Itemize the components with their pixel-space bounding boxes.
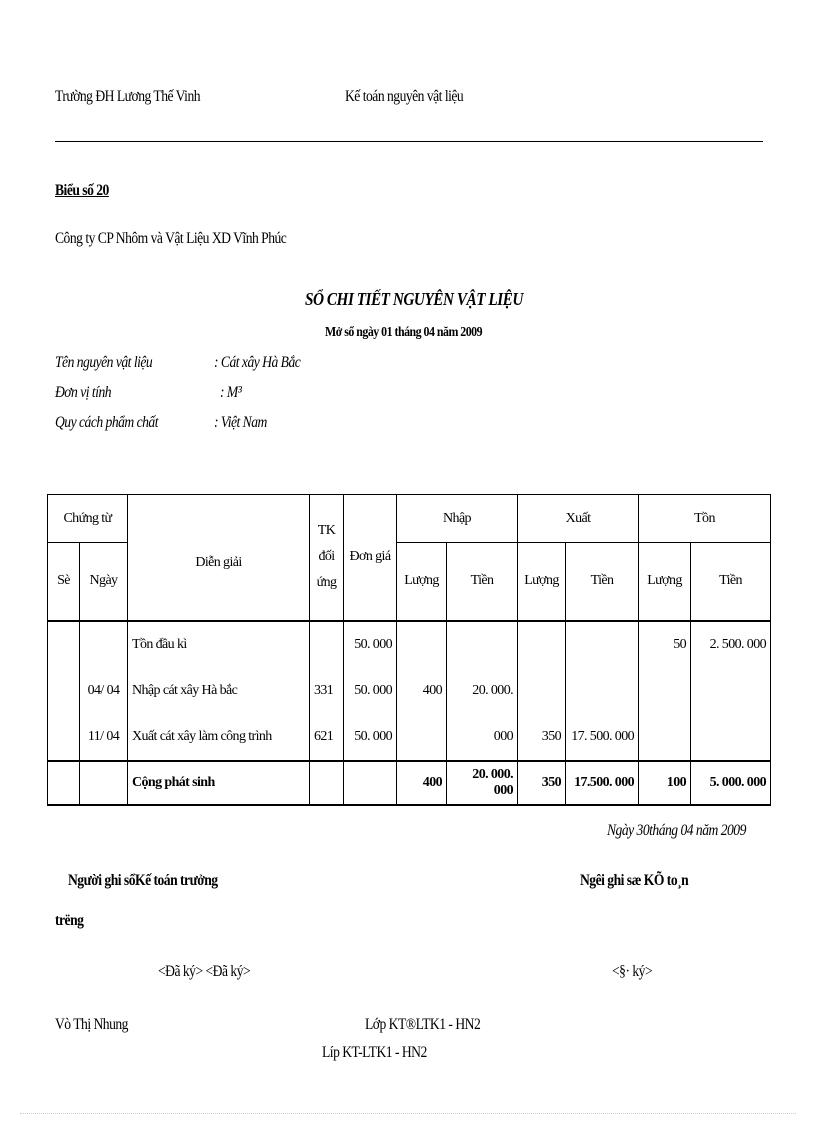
header-nhap-luong: Lượng: [396, 542, 447, 622]
cell: Tồn đầu kì: [132, 636, 187, 652]
col-ngay: 04/ 04 11/ 04: [79, 619, 128, 762]
info-value: : Việt Nam: [214, 414, 267, 431]
header-so: Sè: [47, 542, 80, 622]
info-label: Tên nguyên vật liệu: [55, 354, 153, 371]
form-number: Biểu số 20: [55, 182, 109, 199]
col-xuat-luong: 350: [517, 619, 566, 762]
header-chung-tu: Chứng từ: [47, 494, 128, 543]
header-nhap: Nhập: [396, 494, 518, 543]
cell: 400: [422, 682, 443, 698]
cell: 11/ 04: [87, 728, 120, 744]
cell: [79, 760, 128, 806]
header-ngay: Ngày: [79, 542, 128, 622]
col-ton-tien: 2. 500. 000: [690, 619, 771, 762]
cell: 621: [314, 728, 334, 744]
cell: Xuất cát xây làm công trình: [132, 728, 272, 744]
total-ton-tien: 5. 000. 000: [690, 760, 771, 806]
header-tk-doi-ung: TK đối ứng: [309, 494, 344, 622]
total-label: Cộng phát sinh: [127, 760, 310, 806]
total-row: Cộng phát sinh 400 20. 000. 000 350 17.5…: [47, 760, 771, 806]
class-label-alt: Líp KT-LTK1 - HN2: [322, 1044, 427, 1061]
cell: 50: [673, 636, 686, 652]
cell: 17. 500. 000: [571, 728, 634, 744]
info-value: : M³: [220, 384, 242, 401]
cell: 04/ 04: [87, 682, 120, 698]
col-nhap-luong: 400: [396, 619, 447, 762]
col-xuat-tien: 17. 500. 000: [565, 619, 639, 762]
info-label: Đơn vị tính: [55, 384, 112, 401]
header-text: TK: [317, 523, 336, 539]
signer-titles-left-cont: trëng: [55, 912, 84, 929]
cell: [47, 760, 80, 806]
total-nhap-luong: 400: [396, 760, 447, 806]
signed-right: <§· ký>: [612, 963, 653, 980]
cell: [309, 760, 344, 806]
signer-titles-left: Người ghi sổKế toán trưởng: [68, 872, 218, 889]
subject-name: Kế toán nguyên vật liệu: [345, 88, 464, 105]
col-tk: 331 621: [309, 619, 344, 762]
total-xuat-tien: 17.500. 000: [565, 760, 639, 806]
col-nhap-tien: 20. 000. 000: [446, 619, 518, 762]
page-bottom-border: [20, 1113, 796, 1114]
header-ton: Tồn: [638, 494, 771, 543]
class-label: Lớp KT®LTK1 - HN2: [365, 1016, 481, 1033]
header-ton-luong: Lượng: [638, 542, 691, 622]
page-title: SỔ CHI TIẾT NGUYÊN VẬT LIỆU: [305, 289, 523, 309]
info-value: : Cát xây Hà Bắc: [214, 354, 301, 371]
header-xuat-tien: Tiền: [565, 542, 639, 622]
signer-titles-right: Ngêi ghi sæ KÕ to¸n: [580, 872, 689, 889]
header-xuat-luong: Lượng: [517, 542, 566, 622]
header-don-gia: Đơn giá: [343, 494, 397, 622]
cell: 20. 000. 000: [472, 682, 513, 744]
header-nhap-tien: Tiền: [446, 542, 518, 622]
header-divider: [55, 141, 763, 142]
col-don-gia: 50. 000 50. 000 50. 000: [343, 619, 397, 762]
cell: 50. 000: [354, 636, 392, 652]
total-xuat-luong: 350: [517, 760, 566, 806]
header-xuat: Xuất: [517, 494, 639, 543]
cell: 2. 500. 000: [709, 636, 767, 652]
cell: 50. 000: [354, 682, 392, 698]
header-text: ứng: [316, 575, 337, 591]
page-subtitle: Mở sổ ngày 01 tháng 04 năm 2009: [325, 325, 483, 340]
col-ton-luong: 50: [638, 619, 691, 762]
material-ledger-table: Chứng từ Diễn giải TK đối ứng Đơn giá Nhập…: [47, 494, 771, 806]
table-body-rows: 04/ 04 11/ 04 Tồn đầu kì Nhập cát xây Hà b…: [47, 619, 771, 762]
cell: 50. 000: [354, 728, 392, 744]
signed-left: <Đã ký> <Đã ký>: [158, 963, 251, 980]
company-name: Công ty CP Nhôm và Vật Liệu XD Vĩnh Phúc: [55, 230, 287, 247]
cell: 331: [314, 682, 334, 698]
header-text: đối: [318, 549, 335, 565]
cell: 350: [541, 728, 562, 744]
header-ton-tien: Tiền: [690, 542, 771, 622]
cell: [343, 760, 397, 806]
info-label: Quy cách phẩm chất: [55, 414, 159, 431]
header-dien-giai: Diễn giải: [127, 494, 310, 622]
total-ton-luong: 100: [638, 760, 691, 806]
date-line: Ngày 30tháng 04 năm 2009: [607, 822, 746, 839]
school-name: Trường ĐH Lương Thế Vinh: [55, 88, 201, 105]
col-dien-giai: Tồn đầu kì Nhập cát xây Hà bắc Xuất cát xâ…: [127, 619, 310, 762]
cell: Nhập cát xây Hà bắc: [132, 682, 238, 698]
total-nhap-tien: 20. 000. 000: [446, 760, 518, 806]
col-so: [47, 619, 80, 762]
author-name: Vò Thị Nhung: [55, 1016, 128, 1033]
